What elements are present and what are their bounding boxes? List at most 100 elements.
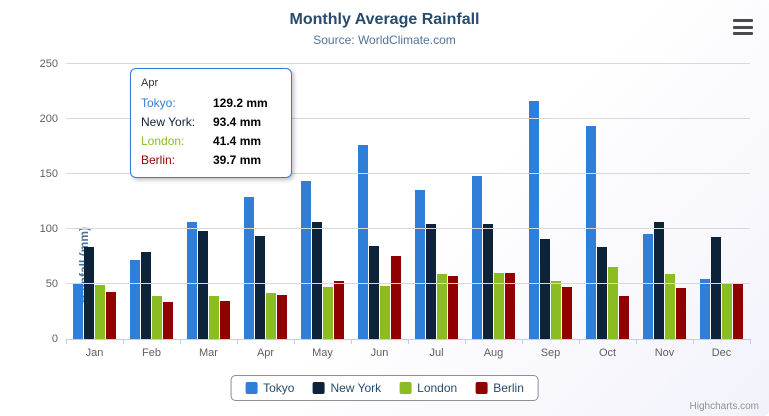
x-axis-tick	[180, 339, 181, 344]
gridline	[66, 118, 750, 119]
x-axis-tick	[294, 339, 295, 344]
x-axis-label-jun: Jun	[370, 347, 389, 359]
legend: Tokyo New York London Berlin	[230, 375, 539, 401]
bar-new-york-jun[interactable]	[369, 246, 379, 339]
bar-london-jan[interactable]	[95, 285, 105, 339]
tooltip: Apr Tokyo: 129.2 mm New York: 93.4 mm London…	[130, 68, 292, 178]
bar-berlin-jul[interactable]	[448, 275, 458, 339]
bar-berlin-nov[interactable]	[676, 287, 686, 339]
bar-new-york-apr[interactable]	[255, 236, 265, 339]
bar-berlin-dec[interactable]	[733, 282, 743, 339]
bar-london-feb[interactable]	[152, 296, 162, 339]
x-axis-label-may: May	[312, 347, 333, 359]
x-axis-tick	[750, 339, 751, 344]
gridline	[66, 228, 750, 229]
bar-london-apr[interactable]	[266, 293, 276, 339]
y-axis-label: 100	[39, 223, 58, 235]
bar-tokyo-jul[interactable]	[415, 189, 425, 339]
bar-tokyo-mar[interactable]	[187, 221, 197, 339]
bar-berlin-sep[interactable]	[562, 286, 572, 339]
credits-link[interactable]: Highcharts.com	[689, 401, 759, 412]
legend-label: Tokyo	[263, 381, 295, 395]
tooltip-series-name: New York:	[141, 115, 196, 129]
bar-group-nov	[636, 64, 693, 339]
tooltip-rows: Tokyo: 129.2 mm New York: 93.4 mm London: 41.…	[141, 94, 281, 170]
bar-new-york-aug[interactable]	[483, 224, 493, 339]
bar-new-york-feb[interactable]	[141, 252, 151, 339]
x-axis-label-apr: Apr	[256, 347, 275, 359]
bar-new-york-mar[interactable]	[198, 230, 208, 339]
x-axis-tick	[351, 339, 352, 344]
bar-group-dec	[693, 64, 750, 339]
x-axis-label-mar: Mar	[199, 347, 218, 359]
bar-tokyo-jan[interactable]	[73, 284, 83, 339]
x-axis-label-jan: Jan	[85, 347, 104, 359]
x-axis-tick	[579, 339, 580, 344]
tooltip-series-name: Tokyo:	[141, 96, 176, 110]
bar-london-jun[interactable]	[380, 285, 390, 339]
bar-tokyo-aug[interactable]	[472, 175, 482, 339]
tooltip-row-london: London: 41.4 mm	[141, 132, 281, 151]
bar-berlin-jun[interactable]	[391, 255, 401, 339]
bar-tokyo-jun[interactable]	[358, 145, 368, 339]
bar-berlin-apr[interactable]	[277, 295, 287, 339]
bar-berlin-jan[interactable]	[106, 292, 116, 339]
legend-item-tokyo[interactable]: Tokyo	[245, 381, 294, 395]
tooltip-series-value: 129.2 mm	[213, 96, 268, 110]
x-axis-label-oct: Oct	[598, 347, 617, 359]
bar-london-sep[interactable]	[551, 281, 561, 339]
bar-berlin-aug[interactable]	[505, 272, 515, 339]
bar-london-aug[interactable]	[494, 273, 504, 339]
bar-london-oct[interactable]	[608, 267, 618, 339]
bar-london-dec[interactable]	[722, 282, 732, 339]
gridline	[66, 283, 750, 284]
bar-berlin-feb[interactable]	[163, 302, 173, 339]
legend-symbol-london	[399, 382, 412, 394]
bar-new-york-nov[interactable]	[654, 221, 664, 339]
bar-tokyo-feb[interactable]	[130, 260, 140, 339]
bar-berlin-mar[interactable]	[220, 301, 230, 339]
bar-berlin-oct[interactable]	[619, 296, 629, 339]
bar-tokyo-nov[interactable]	[643, 233, 653, 339]
legend-item-london[interactable]: London	[399, 381, 457, 395]
x-axis-tick	[237, 339, 238, 344]
legend-item-new-york[interactable]: New York	[312, 381, 381, 395]
y-axis-label: 250	[39, 58, 58, 70]
x-axis-label-feb: Feb	[142, 347, 161, 359]
bar-new-york-jul[interactable]	[426, 223, 436, 339]
bar-london-jul[interactable]	[437, 274, 447, 339]
chart-title: Monthly Average Rainfall	[289, 11, 480, 28]
legend-label: London	[417, 381, 458, 395]
bar-london-may[interactable]	[323, 287, 333, 339]
legend-item-berlin[interactable]: Berlin	[475, 381, 524, 395]
tooltip-header: Apr	[141, 77, 159, 89]
bar-new-york-may[interactable]	[312, 222, 322, 339]
x-axis-tick	[123, 339, 124, 344]
bar-new-york-jan[interactable]	[84, 247, 94, 339]
bar-group-sep	[522, 64, 579, 339]
bar-tokyo-apr[interactable]	[244, 196, 254, 339]
bar-tokyo-dec[interactable]	[700, 279, 710, 339]
y-axis-label: 0	[51, 333, 58, 345]
bar-new-york-oct[interactable]	[597, 247, 607, 339]
bar-london-nov[interactable]	[665, 273, 675, 339]
bar-london-mar[interactable]	[209, 295, 219, 339]
x-axis-label-jul: Jul	[429, 347, 444, 359]
bar-tokyo-oct[interactable]	[586, 125, 596, 339]
bar-new-york-sep[interactable]	[540, 238, 550, 339]
bar-tokyo-sep[interactable]	[529, 100, 539, 339]
x-axis-tick	[408, 339, 409, 344]
bar-group-oct	[579, 64, 636, 339]
tooltip-series-value: 93.4 mm	[213, 115, 262, 129]
bar-new-york-dec[interactable]	[711, 237, 721, 339]
y-axis-label: 50	[45, 278, 58, 290]
bar-group-jul	[408, 64, 465, 339]
bar-group-aug	[465, 64, 522, 339]
x-axis-label-sep: Sep	[540, 347, 561, 359]
export-menu-icon[interactable]	[733, 19, 753, 35]
bar-tokyo-may[interactable]	[301, 180, 311, 339]
bar-berlin-may[interactable]	[334, 281, 344, 339]
tooltip-series-value: 39.7 mm	[213, 153, 262, 167]
legend-symbol-new-york	[312, 382, 325, 394]
